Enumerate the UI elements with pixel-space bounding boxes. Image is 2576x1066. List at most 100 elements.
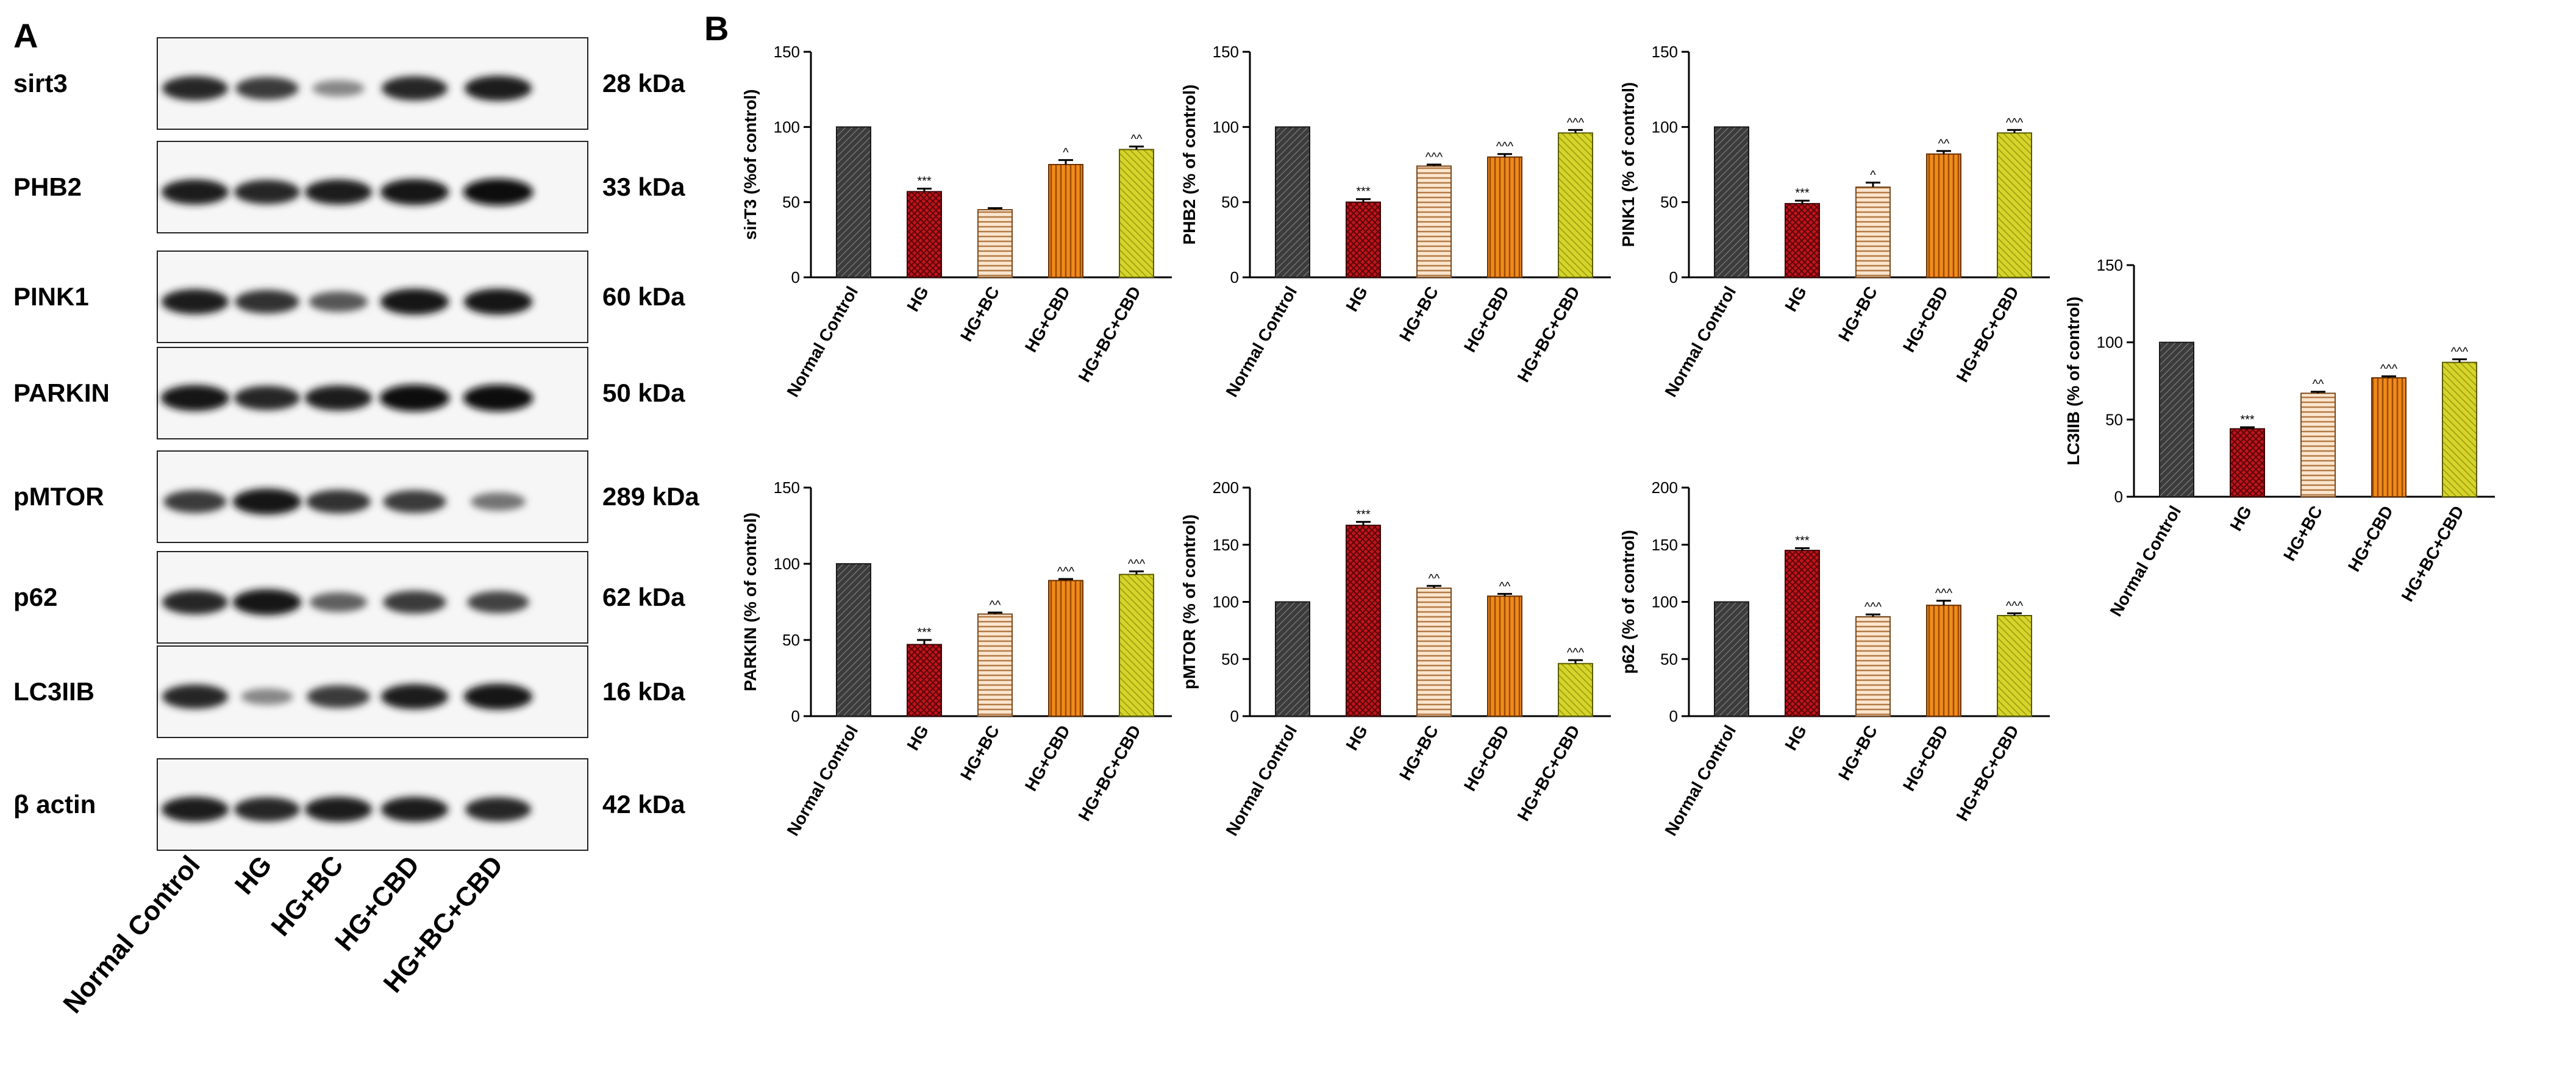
blot-kda-label: 50 kDa — [602, 378, 685, 407]
blot-band — [467, 591, 529, 614]
y-axis-label: p62 (% of control) — [1619, 530, 1638, 673]
blot-band — [161, 179, 229, 205]
blot-protein-label: sirt3 — [13, 69, 68, 98]
x-category-label: HG+CBD — [2344, 503, 2397, 575]
blot-protein-label: p62 — [13, 583, 57, 611]
bar — [1926, 153, 1961, 278]
blot-kda-label: 33 kDa — [602, 172, 685, 201]
y-tick-label: 0 — [1230, 268, 1239, 286]
significance-label: ^^^ — [1128, 558, 1146, 571]
bar-chart: 0 50 100 150 LC3IIB (% of control) Normal Con… — [2064, 256, 2495, 619]
blot-row: LC3IIB 16 kDa — [13, 645, 685, 738]
x-category-label: HG+BC — [1835, 722, 1881, 784]
y-tick-label: 50 — [1221, 650, 1239, 668]
bar — [1275, 601, 1310, 717]
blot-protein-label: PINK1 — [13, 282, 89, 311]
bar — [2371, 377, 2407, 498]
y-tick-label: 50 — [1660, 650, 1678, 668]
x-category-label: HG+CBD — [1460, 283, 1513, 356]
x-category-label: HG+BC — [1396, 283, 1442, 345]
blot-kda-label: 60 kDa — [602, 282, 685, 311]
bar-charts: 0 50 100 150 sirT3 (%of control) Normal Contr… — [741, 43, 2495, 839]
y-tick-label: 50 — [2105, 410, 2123, 428]
bar — [2442, 361, 2477, 497]
bar — [1119, 574, 1154, 717]
bar-chart: 0 50 100 150 PHB2 (% of control) Normal Contr… — [1180, 43, 1611, 400]
y-tick-label: 50 — [1221, 193, 1239, 211]
blot-band — [160, 385, 230, 411]
y-tick-label: 100 — [1213, 118, 1239, 136]
y-axis-label: pMTOR (% of control) — [1180, 514, 1199, 689]
significance-label: ^ — [1870, 169, 1876, 182]
x-category-label: HG+BC — [2280, 503, 2326, 564]
blot-band — [306, 489, 371, 514]
x-category-label: HG+CBD — [1899, 722, 1952, 795]
y-tick-label: 100 — [1213, 593, 1239, 611]
blot-band — [232, 589, 302, 616]
bar — [1487, 595, 1522, 717]
significance-label: ^^^ — [2006, 599, 2024, 613]
bar — [1119, 149, 1154, 278]
x-category-label: Normal Control — [1222, 722, 1300, 839]
blot-band — [235, 290, 299, 314]
blot-band — [380, 288, 449, 315]
significance-label: *** — [1356, 185, 1371, 199]
blot-band — [304, 385, 373, 411]
bar — [1855, 616, 1891, 717]
y-tick-label: 150 — [774, 43, 800, 61]
blot-band — [380, 179, 449, 205]
x-category-label: HG — [1781, 722, 1810, 754]
blot-kda-label: 289 kDa — [602, 482, 699, 511]
panel-b-label: B — [704, 9, 729, 48]
significance-label: ^^^ — [2006, 116, 2024, 129]
blot-band — [309, 592, 368, 613]
y-tick-label: 0 — [1669, 268, 1678, 286]
y-tick-label: 150 — [1652, 536, 1678, 554]
significance-label: ^^ — [2313, 378, 2324, 391]
bar — [1048, 164, 1083, 278]
x-category-label: Normal Control — [1661, 722, 1739, 839]
y-tick-label: 150 — [2097, 256, 2123, 274]
blot-kda-label: 28 kDa — [602, 69, 685, 98]
bar — [1558, 663, 1593, 717]
significance-label: *** — [917, 626, 932, 639]
blot-band — [162, 589, 229, 615]
x-category-label: HG+CBD — [1899, 283, 1952, 356]
blot-row: PARKIN 50 kDa — [13, 347, 685, 439]
blot-protein-label: pMTOR — [13, 482, 104, 511]
blot-band — [380, 684, 449, 709]
blot-lane-label: HG — [229, 850, 278, 900]
x-category-label: HG+CBD — [1021, 722, 1074, 795]
blot-band — [464, 76, 532, 101]
x-category-label: HG — [1342, 722, 1371, 754]
blot-band — [161, 797, 229, 822]
y-tick-label: 100 — [774, 555, 800, 573]
y-tick-label: 150 — [1652, 43, 1678, 61]
bar — [1997, 132, 2032, 278]
blot-band — [307, 685, 370, 708]
bar — [907, 191, 942, 278]
blot-row: p62 62 kDa — [13, 551, 685, 644]
blot-band — [383, 591, 446, 614]
blot-band — [234, 385, 301, 411]
blot-protein-label: β actin — [13, 790, 96, 819]
bar — [1346, 524, 1381, 717]
blot-band — [380, 797, 449, 822]
bar — [1275, 126, 1310, 278]
y-tick-label: 50 — [782, 631, 800, 649]
bar — [1048, 580, 1083, 717]
x-category-label: HG — [2226, 503, 2255, 535]
bar — [977, 209, 1013, 278]
x-category-label: Normal Control — [2106, 503, 2185, 620]
blot-band — [465, 797, 532, 822]
x-category-label: HG+BC — [957, 722, 1003, 784]
bar — [1714, 601, 1749, 717]
significance-label: *** — [1795, 187, 1810, 200]
blot-band — [312, 80, 365, 97]
x-category-label: HG+BC+CBD — [1074, 283, 1144, 386]
bar — [1487, 156, 1522, 278]
x-category-label: HG+BC+CBD — [1513, 722, 1583, 825]
bar-chart: 0 50 100 150 PINK1 (% of control) Normal Cont… — [1619, 43, 2050, 400]
y-axis-label: LC3IIB (% of control) — [2064, 297, 2083, 466]
